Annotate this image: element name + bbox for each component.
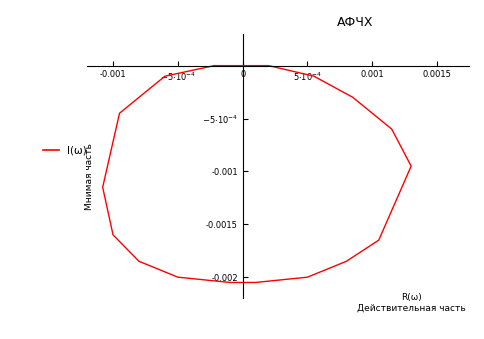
Legend: I(ω): I(ω)	[39, 141, 91, 159]
Text: Мнимая часть: Мнимая часть	[85, 143, 93, 210]
Text: АФЧХ: АФЧХ	[337, 16, 374, 28]
Text: R(ω)
Действительная часть: R(ω) Действительная часть	[357, 293, 466, 313]
